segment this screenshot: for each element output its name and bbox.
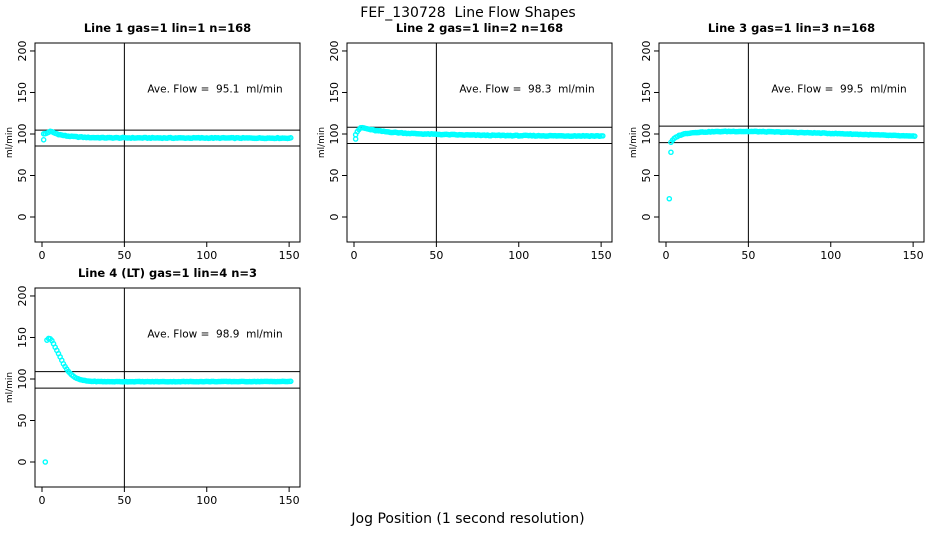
ave-flow-annotation: Ave. Flow = 95.1 ml/min — [147, 83, 282, 95]
x-tick-label: 50 — [429, 249, 443, 262]
y-tick-label: 100 — [328, 123, 341, 144]
data-point — [599, 133, 606, 139]
outlier-point — [668, 149, 674, 156]
plot-box — [34, 287, 301, 488]
y-tick-label: 150 — [16, 82, 29, 103]
y-tick-label: 50 — [16, 414, 29, 428]
y-tick-label: 0 — [16, 459, 29, 466]
y-tick-label: 150 — [640, 82, 653, 103]
x-tick-label: 0 — [663, 249, 670, 262]
x-tick-label: 50 — [117, 249, 131, 262]
y-tick-label: 0 — [328, 214, 341, 221]
plot-box — [346, 42, 613, 243]
x-tick-label: 100 — [196, 249, 217, 262]
x-tick-label: 150 — [279, 249, 300, 262]
x-tick-label: 0 — [39, 249, 46, 262]
y-axis-title: ml/min — [317, 127, 327, 158]
subplot-line-1: 0 50 100 150 0 50 100 150 200 ml/min Line 1 gas=1 … — [0, 18, 312, 263]
y-tick-label: 100 — [16, 123, 29, 144]
x-tick-label: 100 — [508, 249, 529, 262]
data-points — [40, 128, 294, 143]
x-axis-label: Jog Position (1 second resolution) — [351, 511, 585, 527]
y-tick-label: 150 — [328, 82, 341, 103]
x-tick-label: 50 — [741, 249, 755, 262]
y-tick-label: 200 — [328, 40, 341, 61]
data-point — [287, 135, 294, 141]
outlier-point — [42, 459, 49, 465]
x-tick-label: 50 — [117, 494, 131, 507]
data-points — [666, 128, 918, 202]
panel-title: Line 3 gas=1 lin=3 n=168 — [708, 21, 875, 35]
y-tick-label: 100 — [16, 368, 29, 389]
data-point — [287, 378, 294, 385]
subplot-line-1-svg: 0 50 100 150 0 50 100 150 200 ml/min Line 1 gas=1 … — [5, 21, 301, 262]
y-tick-label: 200 — [16, 40, 29, 61]
x-tick-label: 150 — [279, 494, 300, 507]
y-tick-label: 150 — [16, 327, 29, 348]
y-tick-label: 100 — [640, 123, 653, 144]
y-tick-label: 200 — [640, 40, 653, 61]
x-tick-label: 0 — [39, 494, 46, 507]
y-axis-title: ml/min — [5, 372, 15, 403]
x-tick-label: 100 — [196, 494, 217, 507]
plot-box — [658, 42, 925, 243]
x-tick-label: 150 — [591, 249, 612, 262]
x-tick-label: 100 — [820, 249, 841, 262]
data-points — [352, 124, 606, 142]
plot-box — [34, 42, 301, 243]
subplot-line-2: 0 50 100 150 0 50 100 150 200 ml/min Line 2 gas=1 … — [312, 18, 624, 263]
outlier-point — [666, 195, 673, 202]
ave-flow-annotation: Ave. Flow = 98.9 ml/min — [147, 328, 282, 340]
page-title: FEF_130728 Line Flow Shapes — [360, 5, 576, 21]
data-points — [42, 335, 294, 465]
x-tick-label: 150 — [903, 249, 924, 262]
subplot-line-3: 0 50 100 150 0 50 100 150 200 ml/min Line 3 gas=1 … — [624, 18, 936, 263]
subplot-line-2-svg: 0 50 100 150 0 50 100 150 200 ml/min Line 2 gas=1 … — [317, 21, 613, 262]
x-tick-label: 0 — [351, 249, 358, 262]
panel-title: Line 4 (LT) gas=1 lin=4 n=3 — [78, 266, 257, 280]
subplot-line-4-svg: 0 50 100 150 0 50 100 150 200 ml/min Line 4 (LT) g… — [5, 266, 301, 507]
y-tick-label: 0 — [640, 214, 653, 221]
subplot-line-4: 0 50 100 150 0 50 100 150 200 ml/min Line 4 (LT) g… — [0, 263, 312, 508]
panel-title: Line 2 gas=1 lin=2 n=168 — [396, 21, 563, 35]
panel-title: Line 1 gas=1 lin=1 n=168 — [84, 21, 251, 35]
outlier-point — [40, 137, 47, 143]
ave-flow-annotation: Ave. Flow = 99.5 ml/min — [771, 83, 906, 95]
y-axis-title: ml/min — [5, 127, 15, 158]
y-axis-title: ml/min — [629, 127, 639, 158]
y-tick-label: 200 — [16, 285, 29, 306]
y-tick-label: 50 — [640, 169, 653, 183]
data-point — [911, 133, 918, 139]
y-tick-label: 0 — [16, 214, 29, 221]
y-tick-label: 50 — [16, 169, 29, 183]
subplot-line-3-svg: 0 50 100 150 0 50 100 150 200 ml/min Line 3 gas=1 … — [629, 21, 925, 262]
y-tick-label: 50 — [328, 169, 341, 183]
ave-flow-annotation: Ave. Flow = 98.3 ml/min — [459, 83, 594, 95]
